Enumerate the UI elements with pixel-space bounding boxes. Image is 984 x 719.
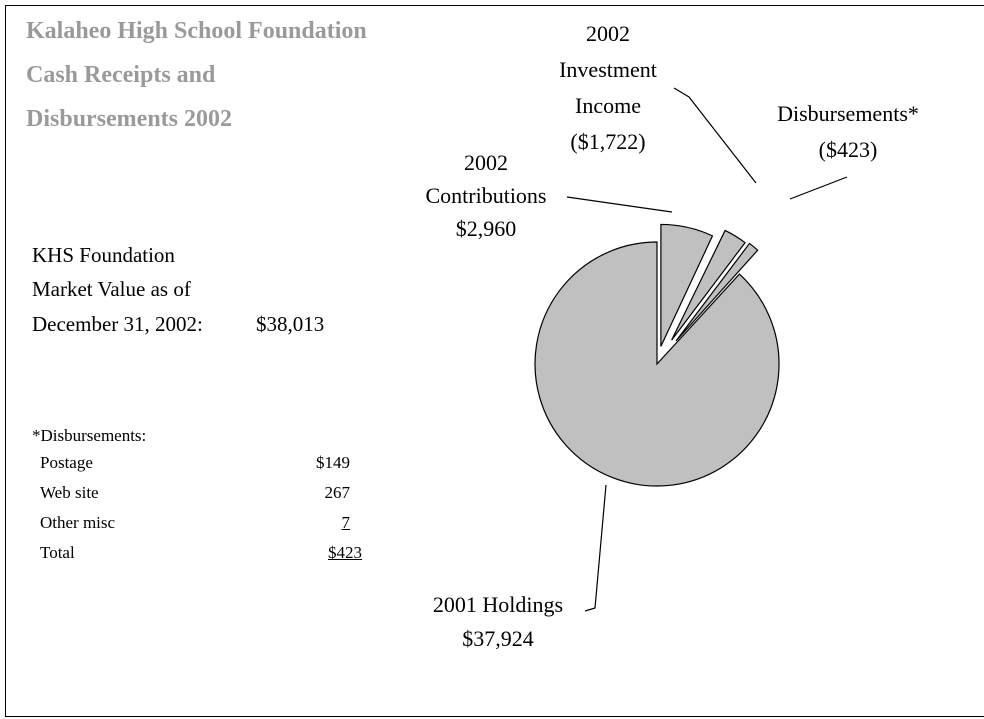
label-2002-investment-income-line-3: Income [575,93,641,118]
label-2002-investment-income-line-1: 2002 [586,21,630,46]
market-value-line-3: December 31, 2002: [32,312,203,336]
slice-2001-holdings [534,241,780,487]
disbursement-label-website: Web site [40,483,99,502]
disbursement-amount-website: 267 [324,483,351,502]
slice-2002-contributions [660,223,714,347]
chart-title-line-1: Kalaheo High School Foundation [26,18,367,44]
disbursement-label-total: Total [40,543,75,562]
slice-2002-investment-income [671,229,746,341]
chart-frame [5,5,984,717]
disbursement-amount-total: $423 [328,543,362,562]
leader-line-2001-holdings [584,484,607,612]
leader-line-disbursements [789,176,848,200]
chart-title-line-3: Disbursements 2002 [26,106,233,132]
label-2002-contributions-line-1: 2002 [464,150,508,175]
leader-line-2002-contributions [566,196,673,213]
leader-line-2002-investment-income [673,87,757,184]
disbursement-label-postage: Postage [40,453,93,472]
market-value-amount: $38,013 [256,312,325,336]
slice-disbursements [675,242,759,342]
label-2002-investment-income-line-2: Investment [559,57,657,82]
label-2002-contributions-line-3: $2,960 [456,216,517,241]
disbursement-amount-postage: $149 [316,453,350,472]
label-2002-investment-income-line-4: ($1,722) [570,129,645,154]
disbursements-heading: *Disbursements: [32,426,147,445]
label-disbursements-line-1: Disbursements* [777,101,919,126]
chart-title-line-2: Cash Receipts and [26,62,216,88]
label-disbursements-line-2: ($423) [819,137,878,162]
market-value-line-2: Market Value as of [32,277,191,301]
disbursement-amount-other: 7 [341,513,351,532]
label-2002-contributions-line-2: Contributions [425,183,546,208]
disbursement-label-other: Other misc [40,513,116,532]
label-2001-holdings-line-1: 2001 Holdings [433,592,563,617]
label-2001-holdings-line-2: $37,924 [462,626,534,651]
market-value-line-1: KHS Foundation [32,243,175,267]
